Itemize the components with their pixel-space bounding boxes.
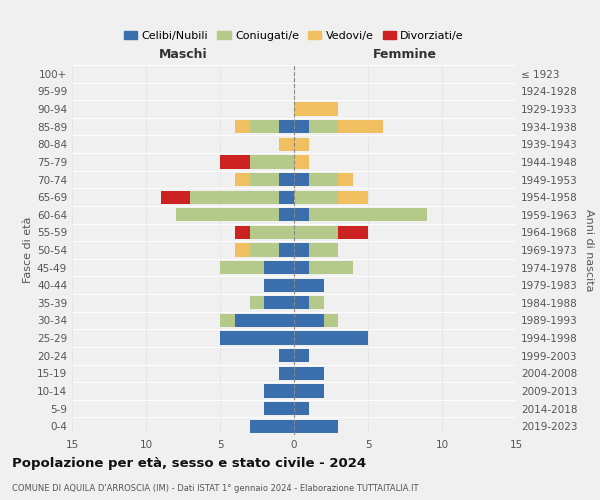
Bar <box>309 296 323 310</box>
Bar <box>235 244 250 256</box>
Bar <box>338 226 368 239</box>
Bar <box>294 332 368 344</box>
Bar <box>220 261 265 274</box>
Bar <box>338 120 383 134</box>
Y-axis label: Fasce di età: Fasce di età <box>23 217 33 283</box>
Bar <box>250 420 294 433</box>
Bar <box>279 120 294 134</box>
Bar <box>265 278 294 292</box>
Bar <box>294 226 338 239</box>
Bar <box>235 120 250 134</box>
Bar <box>250 226 294 239</box>
Bar <box>309 244 338 256</box>
Bar <box>279 244 294 256</box>
Bar <box>279 366 294 380</box>
Bar <box>279 190 294 204</box>
Bar <box>220 156 250 168</box>
Bar <box>161 190 190 204</box>
Bar <box>265 296 294 310</box>
Legend: Celibi/Nubili, Coniugati/e, Vedovi/e, Divorziati/e: Celibi/Nubili, Coniugati/e, Vedovi/e, Di… <box>119 26 469 45</box>
Bar <box>294 244 309 256</box>
Bar <box>294 402 309 415</box>
Bar <box>338 190 368 204</box>
Bar <box>294 314 323 327</box>
Text: COMUNE DI AQUILA D'ARROSCIA (IM) - Dati ISTAT 1° gennaio 2024 - Elaborazione TUT: COMUNE DI AQUILA D'ARROSCIA (IM) - Dati … <box>12 484 419 493</box>
Bar <box>265 384 294 398</box>
Bar <box>220 314 235 327</box>
Bar <box>309 208 427 222</box>
Bar <box>250 244 279 256</box>
Bar <box>265 402 294 415</box>
Text: Maschi: Maschi <box>158 48 208 62</box>
Bar <box>323 314 338 327</box>
Bar <box>294 138 309 151</box>
Bar <box>294 102 338 116</box>
Bar <box>176 208 279 222</box>
Bar <box>279 173 294 186</box>
Bar <box>235 226 250 239</box>
Bar <box>250 296 265 310</box>
Bar <box>220 332 294 344</box>
Bar <box>294 366 323 380</box>
Y-axis label: Anni di nascita: Anni di nascita <box>584 209 594 291</box>
Bar <box>294 173 309 186</box>
Bar <box>294 261 309 274</box>
Bar <box>190 190 279 204</box>
Bar <box>235 173 250 186</box>
Bar <box>294 156 309 168</box>
Bar <box>294 278 323 292</box>
Bar <box>265 261 294 274</box>
Bar <box>279 138 294 151</box>
Bar <box>294 120 309 134</box>
Bar <box>338 173 353 186</box>
Bar <box>294 208 309 222</box>
Text: Femmine: Femmine <box>373 48 437 62</box>
Bar <box>309 261 353 274</box>
Bar <box>279 208 294 222</box>
Bar <box>294 420 338 433</box>
Bar <box>309 173 338 186</box>
Bar <box>250 173 279 186</box>
Text: Popolazione per età, sesso e stato civile - 2024: Popolazione per età, sesso e stato civil… <box>12 458 366 470</box>
Bar <box>294 296 309 310</box>
Bar <box>250 120 279 134</box>
Bar <box>294 349 309 362</box>
Bar <box>294 384 323 398</box>
Bar <box>235 314 294 327</box>
Bar <box>309 120 338 134</box>
Bar <box>250 156 294 168</box>
Bar <box>294 190 338 204</box>
Bar <box>279 349 294 362</box>
